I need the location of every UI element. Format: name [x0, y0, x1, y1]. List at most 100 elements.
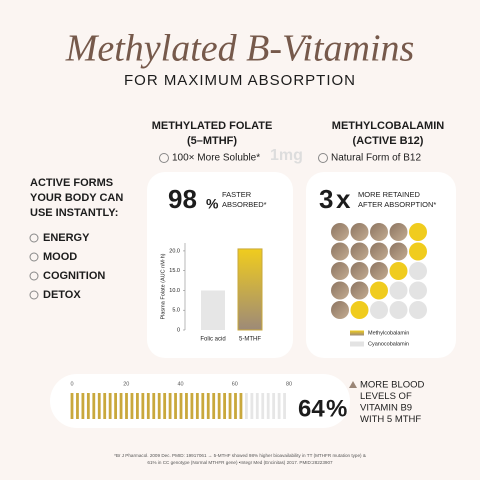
x-tick-label: 5-MTHF	[239, 337, 261, 343]
stripe	[250, 393, 254, 419]
stripe	[255, 393, 259, 419]
bar	[201, 290, 225, 330]
stripe	[130, 393, 134, 419]
dot	[409, 242, 427, 261]
blood-text-line: MORE BLOOD	[360, 380, 425, 391]
dot	[350, 262, 369, 280]
stripe	[157, 393, 161, 419]
benefit-icon	[29, 271, 39, 281]
cobalamin-badge: Natural Form of B12	[331, 153, 421, 164]
cobalamin-stat-unit: x	[336, 184, 351, 214]
stripe	[92, 393, 96, 419]
dot	[331, 301, 349, 319]
stripe	[136, 393, 139, 419]
dot	[350, 281, 369, 300]
folate-chart: Plasma Folate (AUC nM·h) 0 5.0 10.0 15.0 20.0…	[160, 243, 263, 343]
footnote: 61% in CC genotype (Normal MTHFR gene) •…	[147, 460, 333, 465]
stripe	[272, 393, 276, 419]
stripe	[81, 393, 85, 419]
subtitle: FOR MAXIMUM ABSORPTION	[124, 72, 356, 89]
y-tick-label: 10.0	[169, 288, 180, 294]
benefits-heading: ACTIVE FORMS	[30, 177, 113, 189]
stripe	[174, 393, 177, 419]
cobalamin-stat-text: AFTER ABSORPTION*	[358, 200, 436, 209]
y-tick-label: 0	[177, 327, 180, 333]
benefit-icon	[29, 290, 39, 300]
stripe	[163, 393, 167, 419]
folate-stat-text: FASTER	[222, 190, 252, 199]
benefit-item: MOOD	[43, 251, 77, 263]
folate-heading: (5–MTHF)	[187, 135, 237, 147]
watermark: 1mg	[270, 147, 303, 164]
stripe	[283, 393, 286, 419]
dot	[350, 301, 369, 319]
stripe	[141, 393, 145, 419]
stripe	[261, 393, 265, 419]
stripe	[195, 393, 199, 419]
folate-stat: 98	[168, 184, 197, 214]
legend-label: Methylcobalamin	[368, 330, 409, 336]
stripe	[86, 393, 90, 419]
cobalamin-stat-text: MORE RETAINED	[358, 190, 421, 199]
stripe	[152, 393, 156, 419]
benefit-item: ENERGY	[43, 232, 90, 244]
stripe	[76, 393, 79, 419]
dot	[331, 262, 349, 280]
dot	[389, 223, 408, 241]
benefits-heading: YOUR BODY CAN	[30, 192, 123, 204]
dot	[389, 262, 408, 280]
blood-stat: 64	[298, 395, 325, 422]
folate-stat-text: ABSORBED*	[222, 200, 267, 209]
dot	[370, 281, 388, 300]
dot	[409, 301, 427, 319]
badge-icon	[318, 153, 328, 163]
dot	[350, 223, 369, 241]
x-tick-label: 80	[286, 381, 292, 387]
benefit-item: COGNITION	[43, 270, 105, 282]
dot	[409, 223, 427, 241]
dot-grid: Methylcobalamin Cyanocobalamin	[331, 223, 427, 347]
benefit-icon	[29, 233, 39, 243]
stripe	[119, 393, 123, 419]
stripe	[103, 393, 107, 419]
x-tick-label: 20	[123, 381, 129, 387]
benefit-icon	[29, 252, 39, 262]
stripe	[217, 393, 221, 419]
x-tick-label: 60	[232, 381, 238, 387]
bar	[237, 248, 263, 331]
cobalamin-heading: METHYLCOBALAMIN	[332, 120, 444, 132]
y-tick-label: 5.0	[172, 308, 180, 314]
progress-track	[245, 393, 286, 419]
stripe	[185, 393, 188, 419]
dot	[409, 281, 427, 300]
dot	[389, 242, 408, 261]
stripe	[179, 393, 183, 419]
stripe	[201, 393, 205, 419]
dot	[331, 281, 349, 300]
title: Methylated B-Vitamins	[65, 28, 415, 70]
stripe	[125, 393, 128, 419]
dot	[370, 262, 388, 280]
stripe	[239, 393, 243, 419]
blood-text-line: VITAMIN B9	[360, 403, 412, 414]
y-tick-label: 20.0	[169, 248, 180, 254]
blood-chart: 0 20 40 60 80	[70, 381, 292, 419]
stripe	[206, 393, 210, 419]
stripe	[223, 393, 226, 419]
folate-stat-unit: %	[206, 196, 219, 212]
x-tick-label: 40	[177, 381, 183, 387]
legend-swatch	[350, 330, 364, 336]
stripe	[146, 393, 150, 419]
stripe	[190, 393, 194, 419]
stripe	[97, 393, 101, 419]
dot	[370, 242, 388, 261]
blood-text-line: WITH 5 MTHF	[360, 414, 421, 425]
arrow-icon	[349, 381, 357, 388]
benefit-list: ENERGY MOOD COGNITION DETOX	[29, 232, 105, 301]
stripe	[234, 393, 237, 419]
dot	[409, 262, 427, 280]
dot	[389, 301, 408, 319]
stripe	[70, 393, 74, 419]
stripe	[266, 393, 270, 419]
